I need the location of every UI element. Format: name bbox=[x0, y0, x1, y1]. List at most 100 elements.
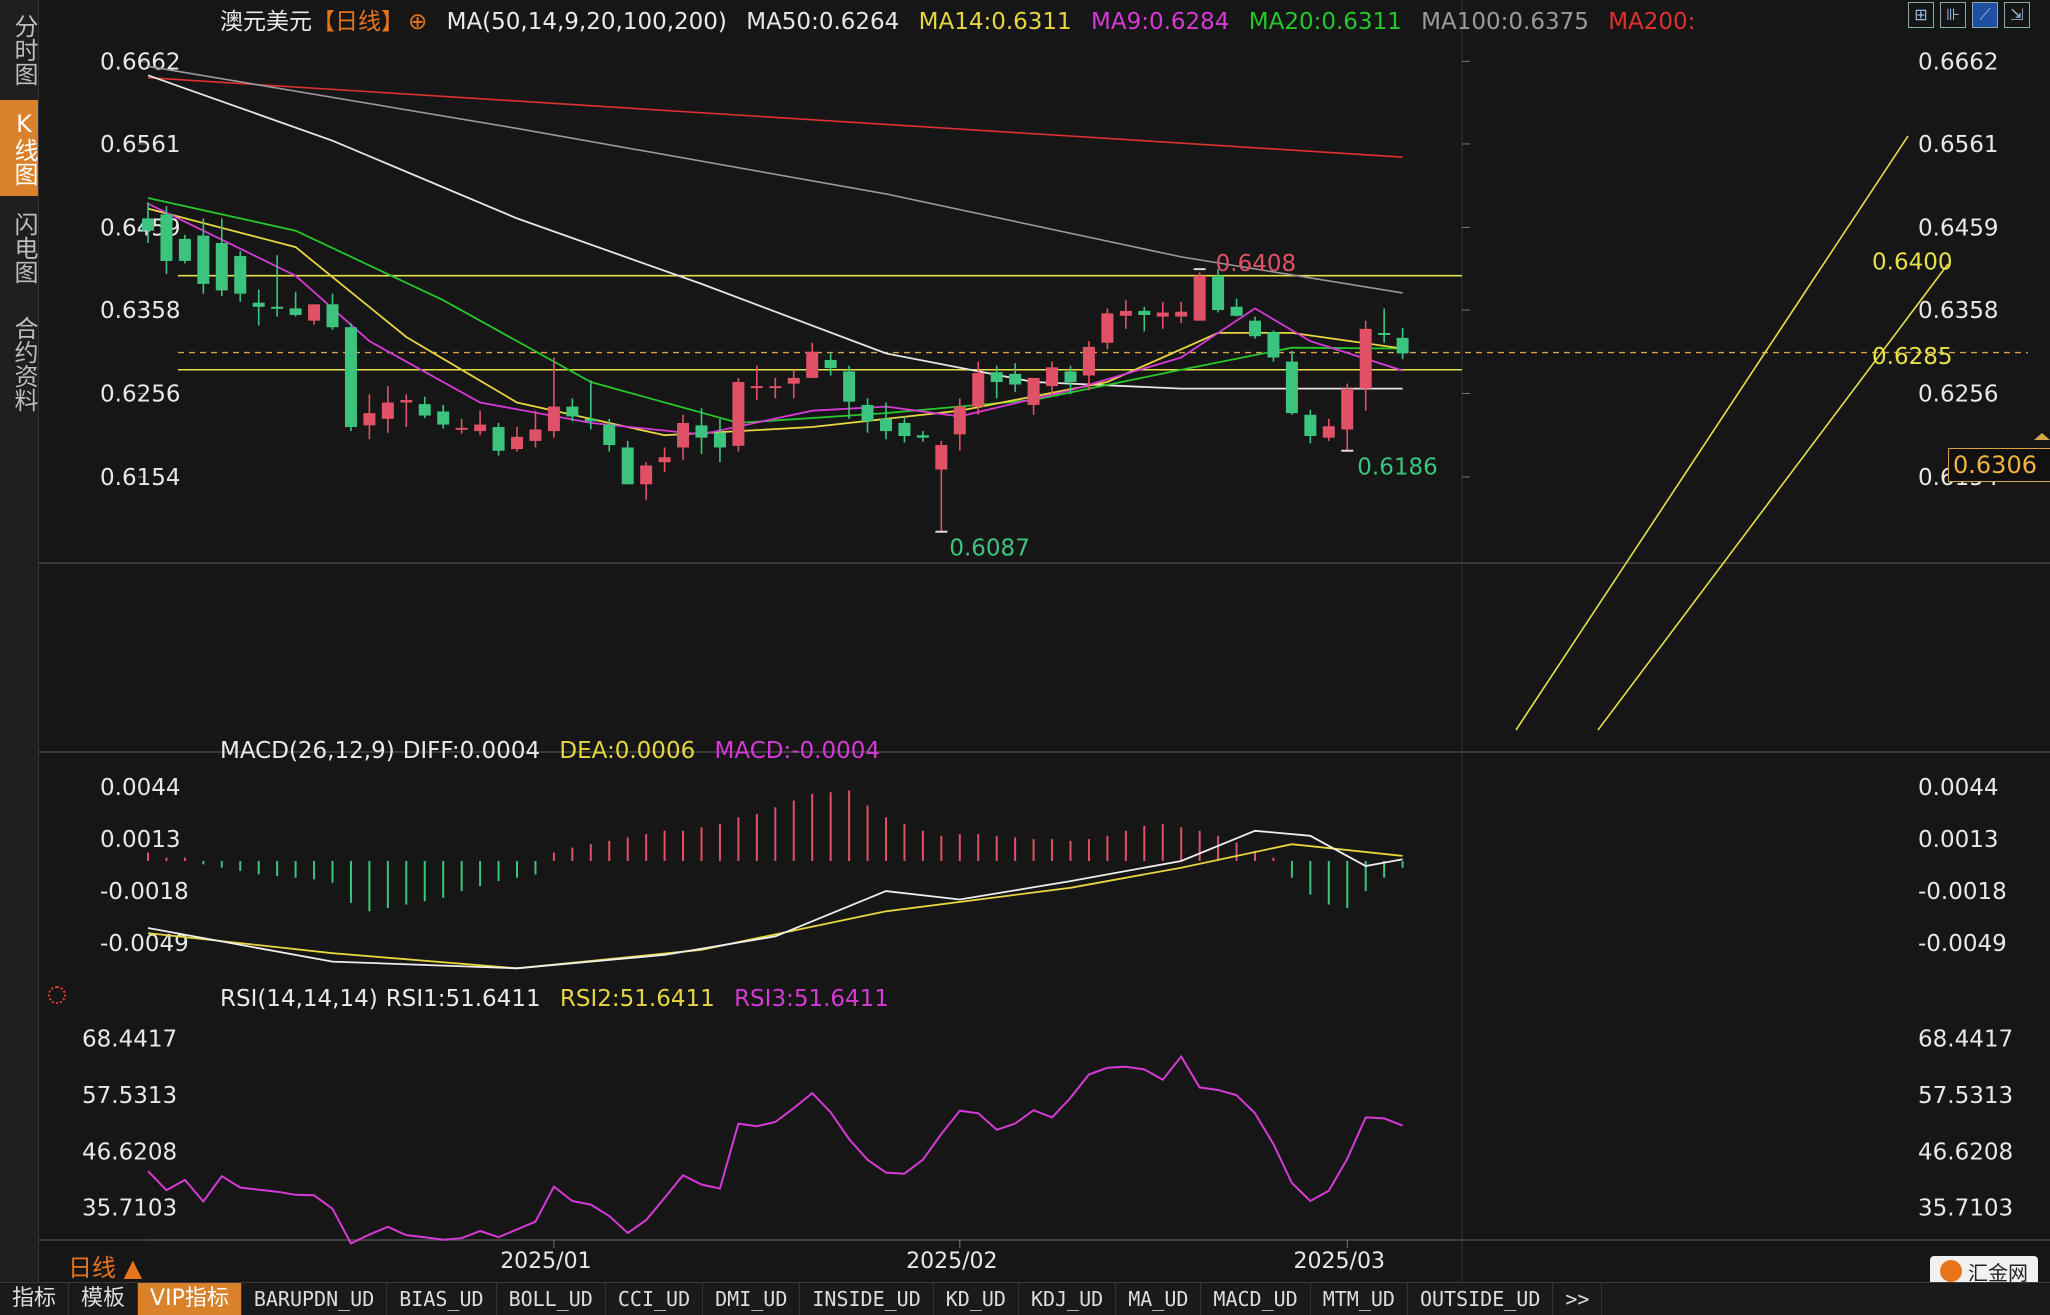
candle-body bbox=[750, 386, 763, 389]
candle-body bbox=[400, 400, 413, 403]
candle-body bbox=[160, 214, 173, 261]
rsi-tick-label-left: 46.6208 bbox=[82, 1139, 177, 1165]
macd-params[interactable]: MACD(26,12,9) bbox=[220, 738, 395, 764]
period-bracket[interactable]: 【日线】 bbox=[312, 9, 404, 35]
price-marker-arrow bbox=[2034, 433, 2050, 440]
period-selector[interactable]: 日线 ▲ bbox=[68, 1254, 143, 1282]
line-chart-icon[interactable]: ⟋ bbox=[1972, 2, 1998, 28]
current-price-tag: 0.6306 bbox=[1948, 448, 2050, 482]
candle-body bbox=[972, 373, 985, 407]
indicator-tab[interactable]: MACD_UD bbox=[1201, 1283, 1311, 1315]
sidebar-tab-flash[interactable]: 闪电图 bbox=[10, 212, 38, 284]
indicator-tab[interactable]: KDJ_UD bbox=[1019, 1283, 1117, 1315]
y-tick-label-left: 0.6358 bbox=[100, 298, 180, 324]
indicator-tab[interactable]: MTM_UD bbox=[1311, 1283, 1408, 1315]
candle-body bbox=[1027, 377, 1040, 405]
indicator-tab[interactable]: MA_UD bbox=[1116, 1283, 1202, 1315]
chart-area[interactable]: 0.6662 0.6662 0.6561 0.6561 0.6459 0.6459 0.63… bbox=[38, 0, 2050, 1290]
macd-tick-label-right: 0.0013 bbox=[1918, 827, 1998, 853]
sidebar: 分时图 K线图 闪电图 合约资料 bbox=[0, 0, 39, 1290]
bars-icon[interactable]: ⊪ bbox=[1940, 2, 1966, 28]
candle-body bbox=[1175, 311, 1188, 317]
indicator-tab[interactable]: INSIDE_UD bbox=[800, 1283, 934, 1315]
rsi3-value: RSI3:51.6411 bbox=[734, 986, 889, 1012]
y-tick-label-right: 0.6662 bbox=[1918, 49, 1998, 75]
y-tick-label-right: 0.6358 bbox=[1918, 298, 1998, 324]
candle-body bbox=[1322, 426, 1335, 438]
indicator-tab[interactable]: 指标 bbox=[0, 1283, 70, 1315]
y-tick-label-right: 0.6256 bbox=[1918, 381, 1998, 407]
sidebar-tab-contract-info[interactable]: 合约资料 bbox=[10, 316, 38, 412]
candle-body bbox=[935, 445, 948, 470]
ma20-value: MA20:0.6311 bbox=[1248, 9, 1402, 35]
brand-logo: 汇金网 bbox=[1930, 1256, 2038, 1286]
candle-body bbox=[603, 424, 616, 446]
candle-body bbox=[363, 413, 376, 426]
candle-body bbox=[584, 418, 597, 422]
x-axis-label: 2025/01 bbox=[500, 1249, 591, 1274]
rsi-params[interactable]: RSI(14,14,14) bbox=[220, 986, 378, 1012]
macd-tick-label-left: 0.0044 bbox=[100, 775, 180, 801]
ma-line-ma20 bbox=[147, 197, 1403, 424]
indicator-tab[interactable]: KD_UD bbox=[934, 1283, 1019, 1315]
sidebar-tab-timeshare[interactable]: 分时图 bbox=[10, 14, 38, 86]
candle-body bbox=[677, 422, 690, 448]
macd-diff: DIFF:0.0004 bbox=[402, 738, 541, 764]
candle-body bbox=[437, 411, 450, 425]
rsi-tick-label-right: 46.6208 bbox=[1918, 1139, 2013, 1165]
y-tick-label-left: 0.6561 bbox=[100, 132, 180, 158]
candle-body bbox=[713, 432, 726, 448]
y-tick-label-right: 0.6561 bbox=[1918, 132, 1998, 158]
candle-body bbox=[1341, 388, 1354, 430]
ma50-value: MA50:0.6264 bbox=[746, 9, 900, 35]
indicator-tab[interactable]: OUTSIDE_UD bbox=[1408, 1283, 1554, 1315]
indicator-tab[interactable]: VIP指标 bbox=[138, 1283, 242, 1315]
rsi-tick-label-left: 68.4417 bbox=[82, 1027, 177, 1053]
sidebar-tab-kline[interactable]: K线图 bbox=[0, 100, 38, 196]
indicator-tab[interactable]: CCI_UD bbox=[606, 1283, 704, 1315]
candle-body bbox=[769, 386, 782, 389]
add-symbol-icon[interactable]: ⊕ bbox=[408, 9, 428, 35]
candle-body bbox=[1285, 361, 1298, 414]
candle-body bbox=[1304, 414, 1317, 437]
candle-body bbox=[806, 351, 819, 378]
candle-body bbox=[271, 306, 284, 309]
low2-price-label: 0.6186 bbox=[1357, 455, 1437, 481]
ma100-value: MA100:0.6375 bbox=[1421, 9, 1589, 35]
ma-line-ma14 bbox=[147, 207, 1403, 437]
macd-tick-label-left: -0.0049 bbox=[100, 931, 189, 957]
candle-body bbox=[252, 302, 265, 307]
ma-params[interactable]: MA(50,14,9,20,100,200) bbox=[446, 9, 727, 35]
candle-body bbox=[990, 372, 1003, 383]
candle-body bbox=[547, 406, 560, 432]
indicator-settings-icon[interactable] bbox=[48, 986, 66, 1004]
candle-body bbox=[1119, 310, 1132, 316]
macd-dea-line bbox=[147, 843, 1403, 970]
indicator-tab[interactable]: DMI_UD bbox=[703, 1283, 801, 1315]
rsi-tick-label-right: 68.4417 bbox=[1918, 1027, 2013, 1053]
candle-body bbox=[880, 418, 892, 432]
candle-body bbox=[1359, 328, 1372, 389]
macd-header: MACD(26,12,9) DIFF:0.0004 DEA:0.0006 MACD… bbox=[220, 738, 892, 764]
indicator-tab[interactable]: BOLL_UD bbox=[497, 1283, 606, 1315]
indicator-tab[interactable]: BIAS_UD bbox=[387, 1283, 497, 1315]
rsi-line bbox=[147, 1054, 1403, 1245]
indicator-tab[interactable]: 模板 bbox=[69, 1283, 139, 1315]
candle-body bbox=[455, 427, 468, 430]
macd-value: MACD:-0.0004 bbox=[714, 738, 881, 764]
indicator-tab[interactable]: BARUPDN_UD bbox=[242, 1283, 388, 1315]
candle-body bbox=[732, 382, 745, 446]
low-price-label: 0.6087 bbox=[949, 536, 1029, 562]
indicator-tab-bar: 指标 模板 VIP指标 BARUPDN_UD BIAS_UD BOLL_UD CCI_UD D… bbox=[0, 1282, 2050, 1315]
indicator-tab[interactable]: >> bbox=[1553, 1283, 1603, 1315]
macd-tick-label-right: 0.0044 bbox=[1918, 775, 1998, 801]
candle-body bbox=[529, 429, 542, 441]
x-axis-label: 2025/03 bbox=[1294, 1249, 1385, 1274]
grid-icon[interactable]: ⊞ bbox=[1908, 2, 1934, 28]
level-label-mid: 0.6285 bbox=[1872, 344, 1952, 370]
ma14-value: MA14:0.6311 bbox=[918, 9, 1072, 35]
rsi-tick-label-left: 57.5313 bbox=[82, 1083, 177, 1109]
candle-body bbox=[142, 218, 154, 231]
expand-icon[interactable]: ⇲ bbox=[2004, 2, 2030, 28]
